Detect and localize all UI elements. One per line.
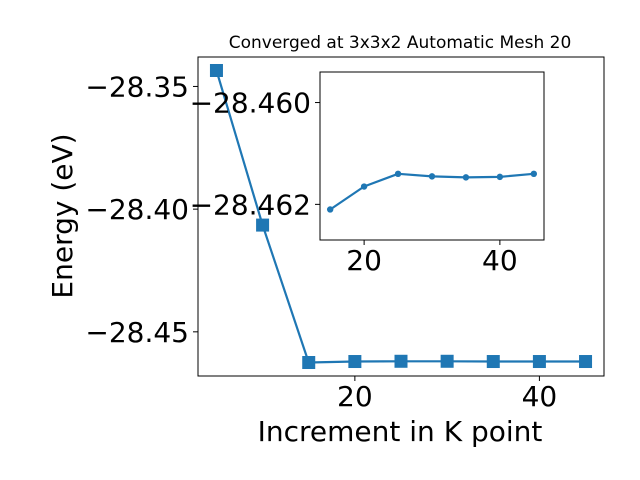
- inset-plot-frame: [319, 71, 545, 241]
- inset-x-tick-label: 20: [346, 244, 382, 277]
- main-data-point: [440, 354, 454, 368]
- inset-data-point: [496, 173, 504, 181]
- main-data-point: [486, 355, 500, 369]
- inset-axes: 20 40 −28.462 −28.460: [190, 71, 545, 277]
- main-data-point: [209, 63, 223, 77]
- inset-data-point: [428, 173, 436, 180]
- inset-x-tick-label: 40: [482, 244, 518, 277]
- main-title: Converged at 3x3x2 Automatic Mesh 20: [229, 33, 572, 53]
- main-y-axis-label: Energy (eV): [46, 133, 79, 298]
- inset-data-point: [394, 170, 402, 178]
- main-data-point: [394, 354, 408, 368]
- main-y-tick-label: −28.35: [85, 70, 189, 103]
- main-x-axis-label: Increment in K point: [258, 415, 543, 448]
- main-x-tick-label: 40: [522, 380, 558, 413]
- main-data-point: [579, 355, 593, 369]
- main-data-point: [532, 355, 546, 369]
- main-data-point: [302, 356, 316, 370]
- inset-data-point: [462, 174, 470, 181]
- inset-data-point: [360, 183, 368, 190]
- inset-data-point: [530, 170, 538, 178]
- main-x-tick-label: 20: [337, 380, 373, 413]
- main-y-tick-label: −28.40: [85, 193, 189, 226]
- main-data-point: [256, 218, 270, 232]
- inset-y-tick-label: −28.460: [190, 87, 311, 120]
- inset-data-point: [326, 206, 334, 213]
- main-y-tick-label: −28.45: [85, 316, 189, 349]
- main-data-point: [348, 355, 362, 369]
- inset-y-tick-label: −28.462: [190, 188, 311, 221]
